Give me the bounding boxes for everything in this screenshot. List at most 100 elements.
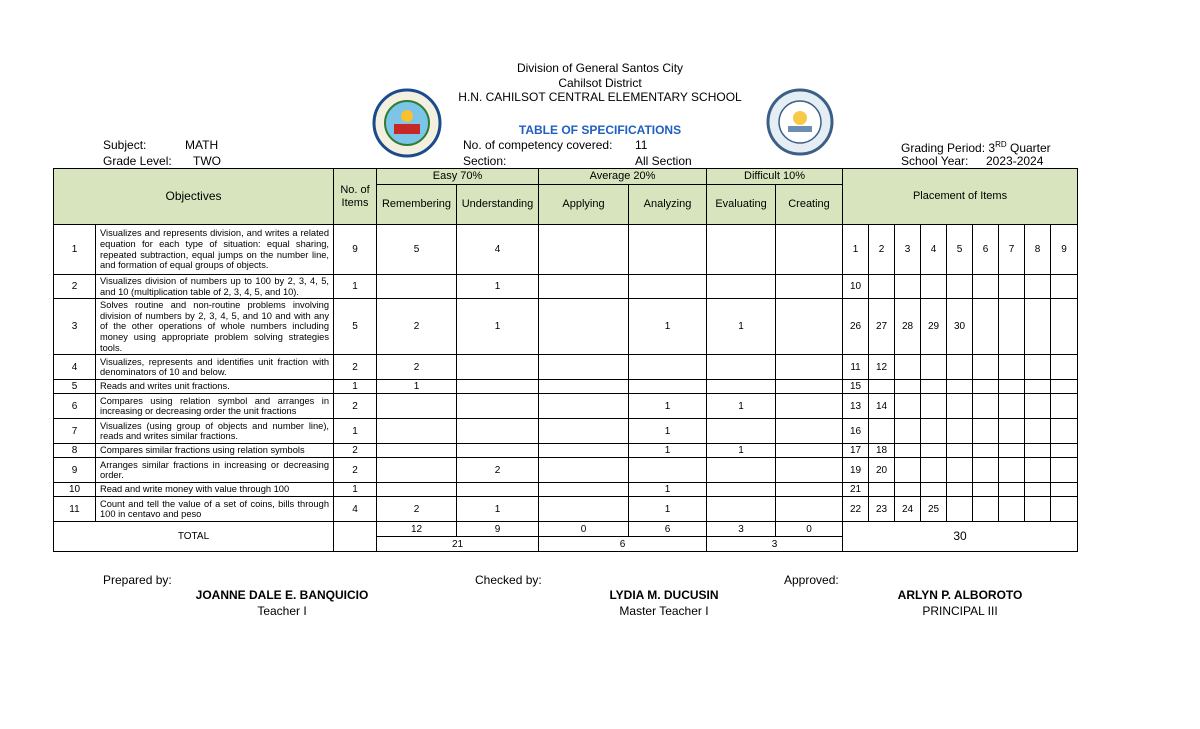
header-cell: Understanding [456, 184, 539, 225]
value: 11 [635, 138, 648, 152]
empty-cell [775, 354, 844, 381]
row-number: 5 [53, 379, 96, 395]
empty-cell [946, 379, 974, 395]
total-level: 6 [627, 521, 708, 538]
empty-cell [775, 443, 844, 459]
table-row: 21 6 3 [54, 536, 1078, 553]
empty-cell [775, 298, 844, 356]
placement: 14 [868, 393, 896, 420]
empty-cell [1050, 273, 1079, 300]
level-count: 2 [376, 354, 457, 381]
items: 1 [333, 379, 377, 395]
empty-cell [538, 298, 629, 356]
placement: 20 [868, 457, 896, 484]
placement: 9 [1050, 224, 1079, 275]
empty-cell [538, 418, 629, 445]
total-level: 0 [538, 521, 629, 538]
value: TWO [193, 154, 221, 168]
table-row: 8 Compares similar fractions using relati… [53, 443, 1079, 459]
empty-cell [946, 457, 974, 484]
empty-cell [538, 482, 629, 498]
empty-cell [946, 354, 974, 381]
objective: Count and tell the value of a set of coi… [95, 496, 334, 523]
placement: 15 [842, 379, 870, 395]
level-count: 1 [627, 418, 708, 445]
level-count: 2 [456, 457, 539, 484]
table-row: 6 Compares using relation symbol and arra… [53, 393, 1079, 420]
empty-cell [376, 273, 457, 300]
items: 9 [333, 224, 377, 275]
items: 2 [333, 443, 377, 459]
items: 4 [333, 496, 377, 523]
empty-cell [376, 418, 457, 445]
label: Subject: [103, 138, 147, 152]
empty-cell [1024, 298, 1052, 356]
row-number: 4 [53, 354, 96, 381]
empty-cell [456, 354, 539, 381]
empty-cell [1024, 354, 1052, 381]
empty-cell [538, 443, 629, 459]
label: Grade Level: [103, 154, 172, 168]
level-count: 1 [456, 298, 539, 356]
empty-cell [775, 457, 844, 484]
empty-cell [972, 298, 1000, 356]
level-count: 1 [627, 298, 708, 356]
level-count: 1 [627, 482, 708, 498]
empty-cell [706, 224, 777, 275]
header-cell: Applying [538, 184, 629, 225]
header-cell: Remembering [376, 184, 457, 225]
empty-cell [998, 418, 1026, 445]
empty-cell [868, 273, 896, 300]
empty-cell [706, 354, 777, 381]
empty-cell [775, 379, 844, 395]
table-row: 4 Visualizes, represents and identifies u… [53, 354, 1079, 381]
placement: 5 [946, 224, 974, 275]
label: Prepared by: [103, 573, 172, 587]
value: 2023-2024 [986, 154, 1044, 168]
empty-cell [894, 443, 922, 459]
role: Master Teacher I [619, 604, 709, 618]
total-group: 6 [537, 536, 708, 553]
placement: 4 [920, 224, 948, 275]
empty-cell [868, 418, 896, 445]
empty-cell [775, 273, 844, 300]
items: 2 [333, 393, 377, 420]
empty-cell [538, 393, 629, 420]
level-count: 1 [627, 496, 708, 523]
total-group: 21 [376, 536, 539, 553]
empty-cell [538, 224, 629, 275]
placement: 6 [972, 224, 1000, 275]
level-count: 1 [627, 393, 708, 420]
level-count: 2 [376, 298, 457, 356]
empty-cell [972, 273, 1000, 300]
header-cell: Evaluating [706, 184, 777, 225]
empty-cell [894, 379, 922, 395]
empty-cell [706, 418, 777, 445]
empty-cell [333, 521, 377, 553]
empty-cell [972, 379, 1000, 395]
items: 1 [333, 418, 377, 445]
placement: 12 [868, 354, 896, 381]
total-level: 12 [376, 521, 457, 538]
empty-cell [946, 443, 974, 459]
empty-cell [1024, 496, 1052, 523]
placement: 3 [894, 224, 922, 275]
empty-cell [456, 379, 539, 395]
role: PRINCIPAL III [922, 604, 998, 618]
empty-cell [972, 443, 1000, 459]
empty-cell [456, 393, 539, 420]
empty-cell [1024, 418, 1052, 445]
logo-right [766, 88, 834, 156]
items: 5 [333, 298, 377, 356]
empty-cell [998, 379, 1026, 395]
label: Grading Period: [901, 141, 986, 155]
header-cell: Difficult 10% [706, 168, 844, 185]
header-cell: Analyzing [627, 184, 708, 225]
division: Division of General Santos City [516, 61, 684, 75]
empty-cell [1050, 482, 1079, 498]
empty-cell [920, 457, 948, 484]
placement: 27 [868, 298, 896, 356]
title: TABLE OF SPECIFICATIONS [518, 123, 682, 137]
empty-cell [946, 496, 974, 523]
empty-cell [376, 443, 457, 459]
